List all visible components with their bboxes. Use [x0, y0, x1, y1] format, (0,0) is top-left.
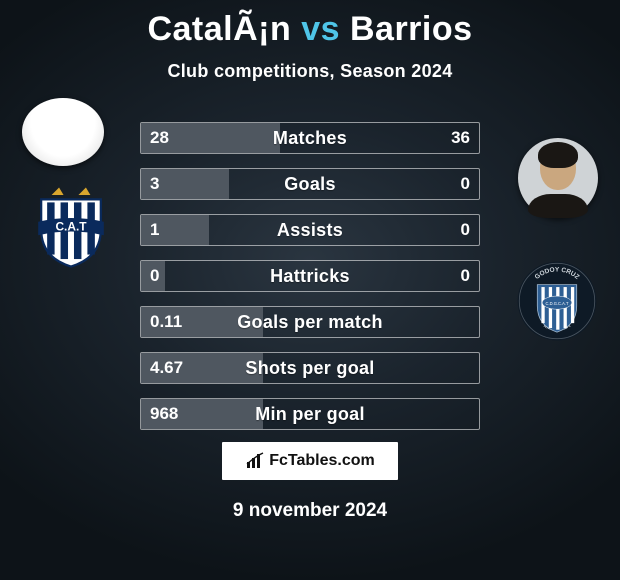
date-label: 9 november 2024	[0, 500, 620, 522]
stat-row-min-per-goal: 968 Min per goal	[140, 398, 480, 430]
player2-avatar	[518, 138, 598, 218]
stat-label: Min per goal	[140, 398, 480, 430]
title-player2: Barrios	[350, 10, 473, 48]
stat-row-goals: 3 Goals 0	[140, 168, 480, 200]
stat-right-value: 0	[451, 214, 480, 246]
svg-text:C.D.G.C.A.T: C.D.G.C.A.T	[546, 301, 569, 306]
stat-label: Goals per match	[140, 306, 480, 338]
player1-avatar	[22, 98, 104, 166]
round-badge-icon: GODOY CRUZ MENDOZA C.D.G.C.A.T	[516, 260, 598, 342]
stat-row-matches: 28 Matches 36	[140, 122, 480, 154]
stat-row-goals-per-match: 0.11 Goals per match	[140, 306, 480, 338]
watermark[interactable]: FcTables.com	[222, 442, 398, 480]
stat-label: Goals	[140, 168, 480, 200]
title-vs: vs	[301, 10, 340, 48]
chart-icon	[245, 451, 265, 471]
stat-right-value: 36	[441, 122, 480, 154]
stat-right-value	[460, 398, 480, 430]
stat-label: Hattricks	[140, 260, 480, 292]
stat-right-value	[460, 352, 480, 384]
title-player1: CatalÃ¡n	[147, 10, 291, 48]
svg-text:C.A.T: C.A.T	[55, 220, 87, 234]
watermark-text: FcTables.com	[269, 452, 375, 470]
stat-row-shots-per-goal: 4.67 Shots per goal	[140, 352, 480, 384]
stats-bars: 28 Matches 36 3 Goals 0 1 Assists 0 0 Ha…	[140, 122, 480, 444]
shield-icon: C.A.T	[30, 186, 112, 268]
stat-label: Matches	[140, 122, 480, 154]
stat-row-assists: 1 Assists 0	[140, 214, 480, 246]
page-title: CatalÃ¡n vs Barrios	[0, 0, 620, 49]
stat-right-value	[460, 306, 480, 338]
avatar-hair	[538, 142, 578, 168]
stat-right-value: 0	[451, 168, 480, 200]
stat-right-value: 0	[451, 260, 480, 292]
player2-club-crest: GODOY CRUZ MENDOZA C.D.G.C.A.T	[516, 260, 598, 342]
stat-label: Assists	[140, 214, 480, 246]
avatar-body	[528, 194, 588, 218]
subtitle: Club competitions, Season 2024	[0, 61, 620, 82]
stat-row-hattricks: 0 Hattricks 0	[140, 260, 480, 292]
stat-label: Shots per goal	[140, 352, 480, 384]
player1-club-crest: C.A.T	[30, 186, 112, 268]
